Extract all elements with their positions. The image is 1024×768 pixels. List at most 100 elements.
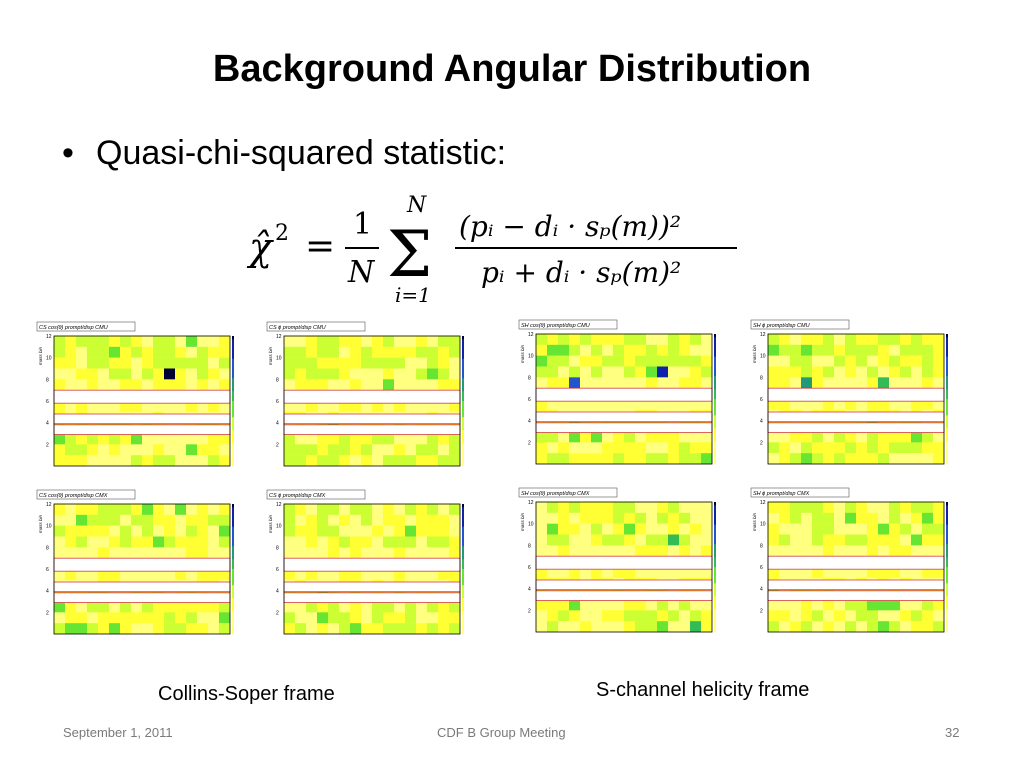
- histogram-cell: [383, 401, 395, 413]
- histogram-cell: [142, 401, 154, 413]
- palette-cell: [946, 366, 948, 371]
- palette-cell: [462, 433, 464, 438]
- histogram-cell: [164, 536, 176, 548]
- histogram-cell: [350, 601, 362, 613]
- palette-cell: [714, 350, 716, 354]
- palette-cell: [714, 580, 716, 584]
- histogram-cell: [394, 514, 406, 526]
- histogram-cell: [284, 455, 296, 467]
- histogram-cell: [142, 368, 154, 380]
- histogram-cell: [54, 336, 66, 348]
- histogram-cell: [801, 534, 813, 546]
- histogram-cell: [120, 336, 132, 348]
- palette-cell: [946, 376, 948, 380]
- histogram-cell: [317, 623, 329, 635]
- y-tick-label: 4: [276, 421, 279, 427]
- histogram-cell: [383, 623, 395, 635]
- histogram-cell: [153, 504, 165, 516]
- histogram-cell: [779, 567, 791, 579]
- histogram-cell: [394, 536, 406, 548]
- histogram-cell: [109, 514, 121, 526]
- palette-cell: [462, 397, 464, 402]
- histogram-cell: [350, 569, 362, 581]
- histogram-cell: [76, 514, 88, 526]
- histogram-cell: [823, 502, 835, 514]
- histogram-cell: [350, 433, 362, 445]
- histogram-cell: [547, 610, 559, 622]
- histogram-cell: [922, 334, 934, 346]
- histogram-cell: [405, 455, 417, 467]
- histogram-cell: [65, 536, 77, 548]
- histogram-cell: [109, 612, 121, 624]
- histogram-cell: [328, 601, 340, 613]
- histogram-svg: CS ϕ prompt/disp CMX00.511.522.533.544.5…: [266, 489, 464, 635]
- palette-cell: [714, 337, 716, 341]
- histogram-cell: [790, 399, 802, 411]
- histogram-cell: [679, 534, 691, 546]
- histogram-cell: [701, 534, 713, 546]
- histogram-cell: [98, 514, 110, 526]
- histogram-cell: [635, 431, 647, 443]
- histogram-cell: [87, 569, 99, 581]
- histogram-cell: [394, 357, 406, 369]
- histogram-cell: [768, 377, 780, 389]
- histogram-cell: [284, 357, 296, 369]
- histogram-cell: [449, 401, 461, 413]
- histogram-cell: [186, 455, 198, 467]
- histogram-cell: [98, 368, 110, 380]
- histogram-cell: [657, 523, 669, 535]
- y-tick-label: 4: [46, 421, 49, 427]
- histogram-cell: [922, 431, 934, 443]
- palette-cell: [232, 362, 234, 366]
- histogram-cell: [790, 453, 802, 465]
- histogram-cell: [613, 512, 625, 524]
- y-tick-label: 6: [46, 567, 49, 573]
- histogram-cell: [668, 512, 680, 524]
- histogram-cell: [109, 368, 121, 380]
- histogram-cell: [668, 545, 680, 557]
- histogram-cell: [701, 399, 713, 411]
- histogram-cell: [602, 599, 614, 611]
- palette-cell: [946, 402, 948, 406]
- palette-cell: [232, 533, 234, 537]
- histogram-cell: [350, 368, 362, 380]
- histogram-cell: [339, 525, 351, 537]
- histogram-cell: [911, 355, 923, 367]
- histogram-cell: [878, 431, 890, 443]
- palette-cell: [462, 520, 464, 524]
- histogram-cell: [790, 599, 802, 611]
- palette-cell: [232, 582, 234, 586]
- palette-cell: [714, 593, 716, 597]
- histogram-cell: [339, 336, 351, 348]
- histogram-cell: [186, 612, 198, 624]
- histogram-cell: [186, 346, 198, 358]
- histogram-cell: [701, 621, 713, 633]
- histogram-cell: [779, 621, 791, 633]
- palette-cell: [462, 617, 464, 622]
- histogram-cell: [558, 534, 570, 546]
- palette-cell: [714, 518, 716, 522]
- palette-cell: [462, 513, 464, 518]
- palette-cell: [946, 580, 948, 584]
- palette-cell: [714, 460, 716, 465]
- histogram-cell: [98, 455, 110, 467]
- palette-cell: [462, 575, 464, 580]
- histogram-cell: [142, 379, 154, 391]
- histogram-cell: [164, 623, 176, 635]
- histogram-cell: [208, 455, 220, 467]
- histogram-cell: [580, 534, 592, 546]
- histogram-cell: [900, 621, 912, 633]
- histogram-cell: [801, 502, 813, 514]
- palette-cell: [232, 449, 234, 454]
- histogram-cell: [383, 379, 395, 391]
- palette-cell: [714, 418, 716, 423]
- histogram-cell: [547, 334, 559, 346]
- histogram-cell: [624, 502, 636, 514]
- palette-cell: [232, 430, 234, 434]
- histogram-cell: [76, 379, 88, 391]
- histogram-cell: [690, 610, 702, 622]
- y-tick-label: 10: [528, 354, 534, 360]
- histogram-cell: [65, 357, 77, 369]
- histogram-cell: [449, 623, 461, 635]
- histogram-cell: [657, 512, 669, 524]
